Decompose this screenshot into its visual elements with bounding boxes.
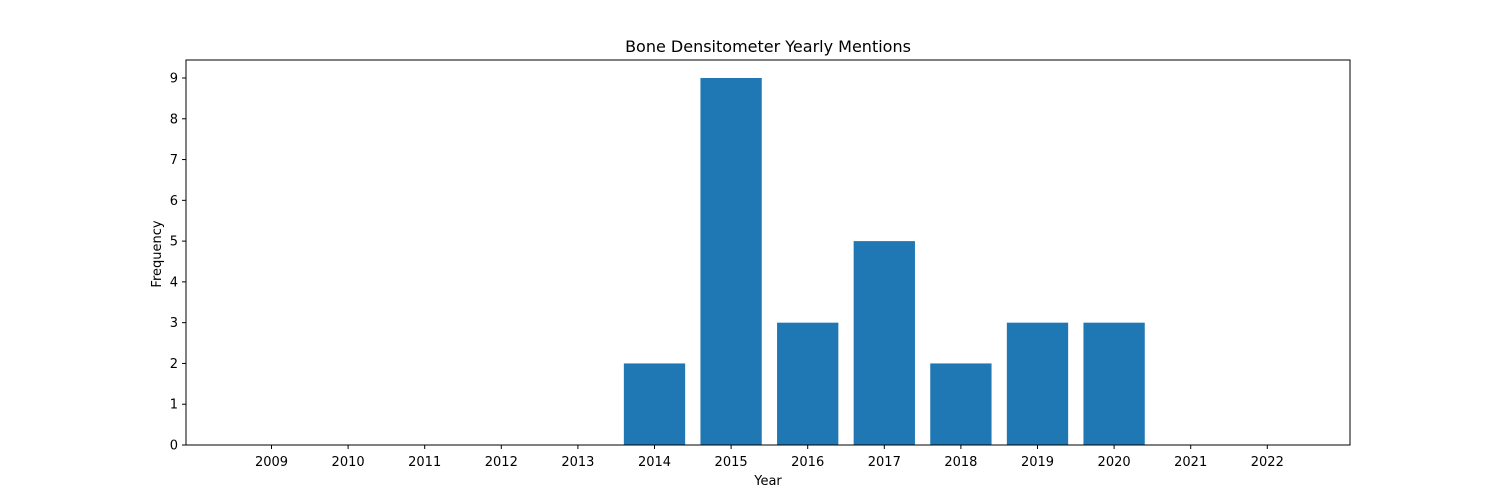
y-tick-label: 3: [170, 316, 178, 331]
bar-2014: [623, 363, 686, 445]
x-tick-label: 2009: [255, 455, 288, 470]
bar-2017: [853, 241, 915, 445]
x-tick-label: 2022: [1251, 455, 1284, 470]
y-tick-label: 4: [170, 275, 178, 290]
x-axis-label: Year: [753, 474, 782, 489]
bar-2019: [1006, 322, 1069, 445]
y-tick-label: 6: [170, 194, 178, 209]
chart-title: Bone Densitometer Yearly Mentions: [625, 37, 911, 56]
x-tick-label: 2012: [485, 455, 518, 470]
x-tick-label: 2015: [715, 455, 748, 470]
y-tick-label: 9: [170, 72, 178, 87]
bar-2015: [700, 78, 762, 445]
x-tick-label: 2011: [408, 455, 441, 470]
bar-2020: [1083, 322, 1145, 445]
x-tick-label: 2014: [638, 455, 671, 470]
bar-2016: [777, 322, 839, 445]
y-tick-label: 0: [170, 439, 178, 454]
bars-group: [623, 78, 1145, 445]
y-axis-label: Frequency: [150, 220, 165, 287]
y-tick-label: 8: [170, 112, 178, 127]
x-tick-label: 2020: [1098, 455, 1131, 470]
x-tick-label: 2013: [561, 455, 594, 470]
y-tick-label: 2: [170, 357, 178, 372]
bar-2018: [930, 363, 992, 445]
x-tick-label: 2018: [944, 455, 977, 470]
x-tick-label: 2021: [1174, 455, 1207, 470]
plot-area-frame: [185, 59, 1351, 446]
x-tick-label: 2016: [791, 455, 824, 470]
x-tick-label: 2017: [868, 455, 901, 470]
x-tick-label: 2019: [1021, 455, 1054, 470]
x-tick-label: 2010: [332, 455, 365, 470]
y-tick-label: 1: [170, 398, 178, 413]
y-axis: 0 1 2 3 4 5 6 7 8 9: [170, 72, 186, 454]
y-tick-label: 5: [170, 235, 178, 250]
x-axis: 2009 2010 2011 2012 2013 2014 2015 2016 2017 2018…: [255, 445, 1284, 470]
y-tick-label: 7: [170, 153, 178, 168]
